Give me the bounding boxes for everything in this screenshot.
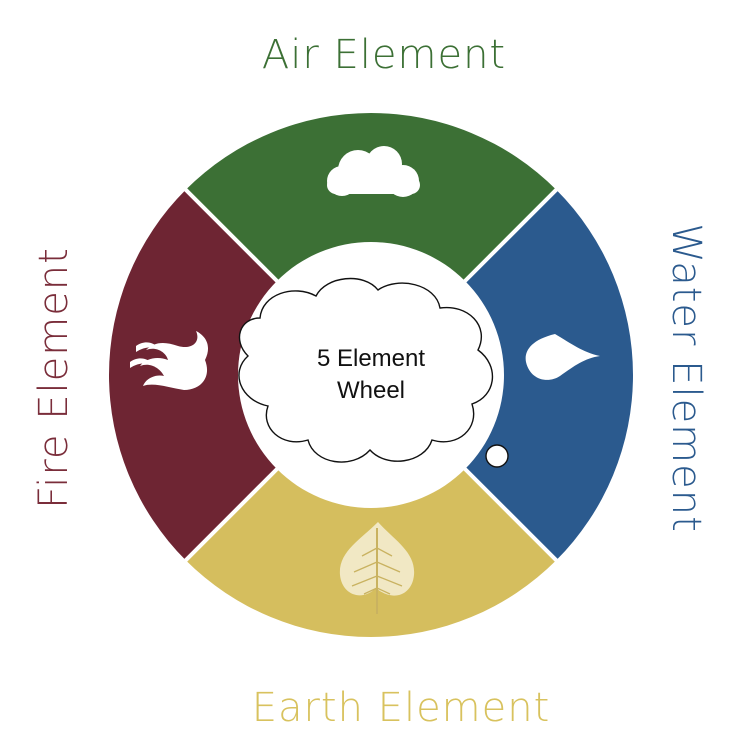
earth-element-label: Earth Element: [251, 685, 551, 731]
segment-divider: [182, 186, 280, 284]
flame-icon: [130, 331, 209, 390]
center-title-line-1: 5 Element: [316, 345, 426, 372]
thought-cloud: [238, 277, 509, 468]
fire-element-label: Fire Element: [31, 247, 77, 509]
water-element-label: Water Element: [663, 223, 709, 533]
segment-divider: [462, 466, 560, 564]
water-drop-icon: [525, 334, 600, 380]
thought-bubble-dot: [485, 444, 509, 468]
cloud-icon: [327, 146, 420, 197]
air-element-label: Air Element: [261, 32, 507, 78]
leaf-icon: [339, 522, 415, 614]
center-title-line-2: Wheel: [336, 377, 406, 404]
air-segment: [185, 113, 557, 281]
segment-divider: [182, 466, 280, 564]
segment-divider: [462, 186, 560, 284]
